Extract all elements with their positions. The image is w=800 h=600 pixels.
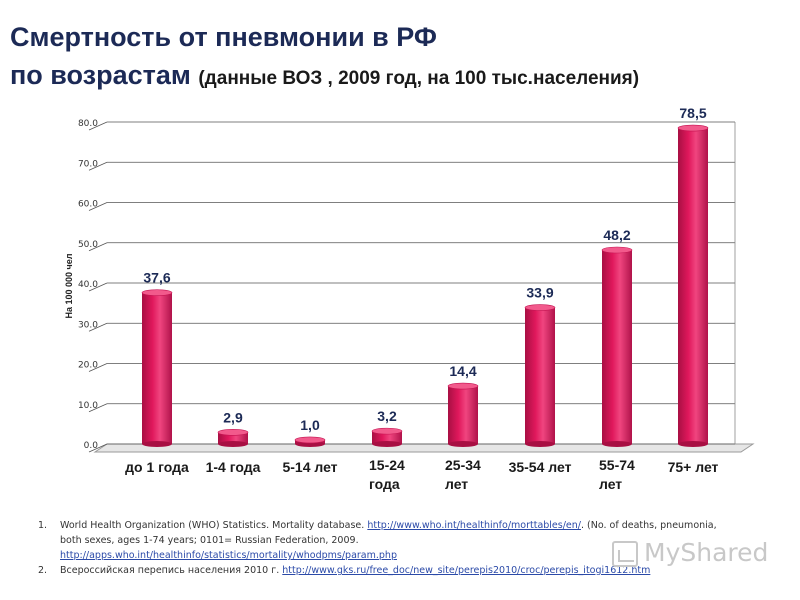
bar-base: [448, 441, 478, 447]
y-tick-label: 50.0: [78, 240, 98, 250]
data-label: 37,6: [143, 270, 170, 286]
bar-base: [525, 441, 555, 447]
y-tick-label: 10.0: [78, 401, 98, 411]
data-label: 14,4: [449, 363, 476, 379]
y-tick-label: 40.0: [78, 280, 98, 290]
reference-text: Всероссийская перепись населения 2010 г.: [60, 565, 283, 576]
reference-text-cont: . (No. of deaths, pneumonia, both sexes,…: [60, 520, 717, 546]
reference-link-gks[interactable]: http://www.gks.ru/free_doc/new_site/pere…: [282, 565, 651, 576]
gridline-depth: [88, 202, 108, 211]
reference-link-who-param[interactable]: http://apps.who.int/healthinfo/statistic…: [60, 550, 397, 561]
x-tick-label: 15-24: [369, 457, 405, 473]
bar-base: [678, 441, 708, 447]
y-tick-label: 70.0: [78, 159, 98, 169]
page-subtitle: по возрастам (данные ВОЗ , 2009 год, на …: [10, 60, 639, 91]
bar-base: [372, 441, 402, 447]
x-tick-label: до 1 года: [125, 459, 189, 475]
x-tick-label: 55-74: [599, 457, 635, 473]
x-tick-label: года: [369, 476, 400, 492]
subtitle-note: (данные ВОЗ , 2009 год, на 100 тыс.насел…: [198, 68, 640, 89]
bar: [525, 307, 555, 444]
x-tick-label: 75+ лет: [668, 459, 719, 475]
bar-top: [294, 436, 326, 444]
data-label: 33,9: [526, 285, 553, 301]
reference-number: 2.: [38, 565, 48, 576]
page-title: Смертность от пневмонии в РФ: [10, 22, 437, 52]
data-label: 48,2: [603, 227, 630, 243]
references-list: 1. World Health Organization (WHO) Stati…: [38, 518, 718, 578]
reference-link-who[interactable]: http://www.who.int/healthinfo/morttables…: [367, 520, 581, 531]
data-label: 2,9: [223, 409, 243, 425]
subtitle-main: по возрастам: [10, 60, 191, 90]
gridline-depth: [88, 282, 108, 292]
watermark-logo-icon: [612, 541, 638, 567]
watermark-text: MyShared: [644, 538, 769, 567]
bar-top: [447, 382, 479, 390]
gridline-depth: [88, 121, 108, 131]
x-tick-label: 35-54 лет: [509, 459, 572, 475]
chart-floor: [93, 443, 755, 453]
y-axis-label: На 100 000 чел: [64, 253, 74, 318]
y-tick-label: 80.0: [78, 119, 98, 129]
y-tick-label: 20.0: [78, 361, 98, 371]
reference-item-1: 1. World Health Organization (WHO) Stati…: [38, 518, 718, 563]
x-tick-label: 5-14 лет: [282, 459, 337, 475]
bar-top: [217, 429, 249, 436]
x-tick-label: 25-34: [445, 457, 481, 473]
x-tick-label: лет: [445, 476, 468, 492]
data-label: 3,2: [377, 408, 397, 424]
bar: [372, 431, 402, 444]
x-tick-label: 1-4 года: [206, 459, 261, 475]
y-tick-label: 30.0: [78, 320, 98, 330]
bar: [678, 128, 708, 444]
watermark: MyShared: [612, 538, 768, 567]
bar: [218, 432, 248, 444]
data-label: 78,5: [679, 105, 706, 121]
bar-top: [601, 246, 633, 254]
bar: [602, 249, 632, 444]
bar-chart: 0.0 10.0 20.0 30.0 40.0 50.0 60.0 70.0 80.0 На 10…: [64, 105, 755, 492]
y-tick-label: 60.0: [78, 200, 98, 210]
bar: [448, 386, 478, 444]
gridline-depth: [88, 161, 108, 171]
bar-top: [141, 289, 173, 296]
gridline-depth: [88, 242, 108, 252]
bar-base: [142, 441, 172, 447]
x-tick-label: лет: [599, 476, 622, 492]
gridline-depth: [88, 403, 108, 413]
gridline-depth: [88, 322, 108, 332]
gridline-depth: [88, 443, 108, 453]
reference-item-2: 2. Всероссийская перепись населения 2010…: [38, 563, 718, 578]
bar-top: [524, 304, 556, 311]
reference-text: World Health Organization (WHO) Statisti…: [60, 520, 368, 531]
bar-top: [677, 124, 709, 132]
y-tick-label: 0.0: [84, 441, 99, 451]
bar-base: [218, 441, 248, 447]
bar: [142, 292, 172, 444]
data-label: 1,0: [300, 417, 320, 433]
bar-top: [371, 427, 403, 435]
reference-number: 1.: [38, 520, 48, 531]
bar-base: [602, 441, 632, 447]
gridline-depth: [88, 363, 108, 372]
